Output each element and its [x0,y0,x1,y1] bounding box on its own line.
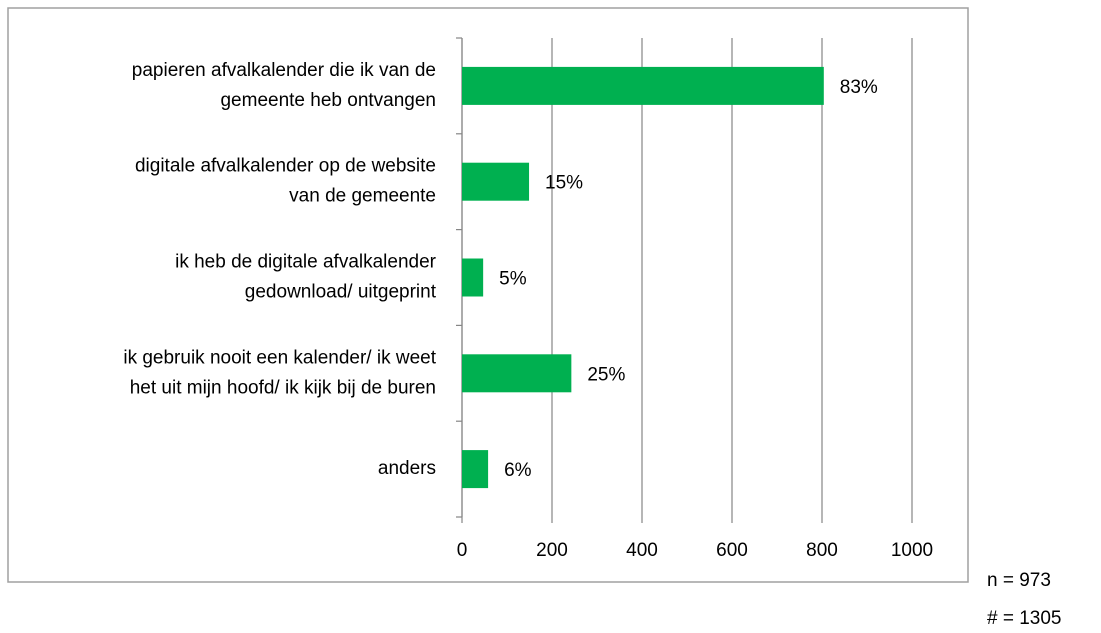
y-tick-label-line: digitale afvalkalender op de website [135,156,436,177]
x-tick-label: 800 [806,540,838,561]
y-tick-label-line: ik gebruik nooit een kalender/ ik weet [123,347,436,368]
value-label: 15% [545,173,583,194]
value-label: 25% [587,364,625,385]
x-tick-label: 400 [626,540,658,561]
bar [462,450,489,489]
x-tick-label: 1000 [891,540,933,561]
value-label: 6% [504,460,532,481]
annotation: # = 1305 [987,608,1062,629]
bar [462,162,530,201]
y-tick-label: ik heb de digitale afvalkalender gedownlo… [175,252,437,303]
y-tick-label-line: het uit mijn hoofd/ ik kijk bij de buren [130,377,436,398]
x-tick-label: 0 [457,540,468,561]
y-tick-label-line: gemeente heb ontvangen [220,90,436,111]
annotation: n = 973 [987,570,1051,591]
x-tick-label: 200 [536,540,568,561]
y-tick-label-line: van de gemeente [289,186,436,207]
y-tick-label-line: anders [378,458,436,479]
value-label: 5% [499,269,527,290]
y-tick-label: digitale afvalkalender op de website van … [135,156,436,207]
y-tick-label: papieren afvalkalender die ik van de geme… [132,60,436,111]
bar [462,66,824,105]
value-label: 83% [840,77,878,98]
y-tick-label-line: ik heb de digitale afvalkalender [175,252,437,273]
bar [462,258,484,297]
y-tick-label-line: papieren afvalkalender die ik van de [132,60,436,81]
x-tick-label: 600 [716,540,748,561]
y-tick-label-line: gedownload/ uitgeprint [245,282,437,303]
bar [462,354,572,393]
y-tick-label: ik gebruik nooit een kalender/ ik weet he… [123,347,436,398]
y-tick-label: anders [378,458,436,479]
